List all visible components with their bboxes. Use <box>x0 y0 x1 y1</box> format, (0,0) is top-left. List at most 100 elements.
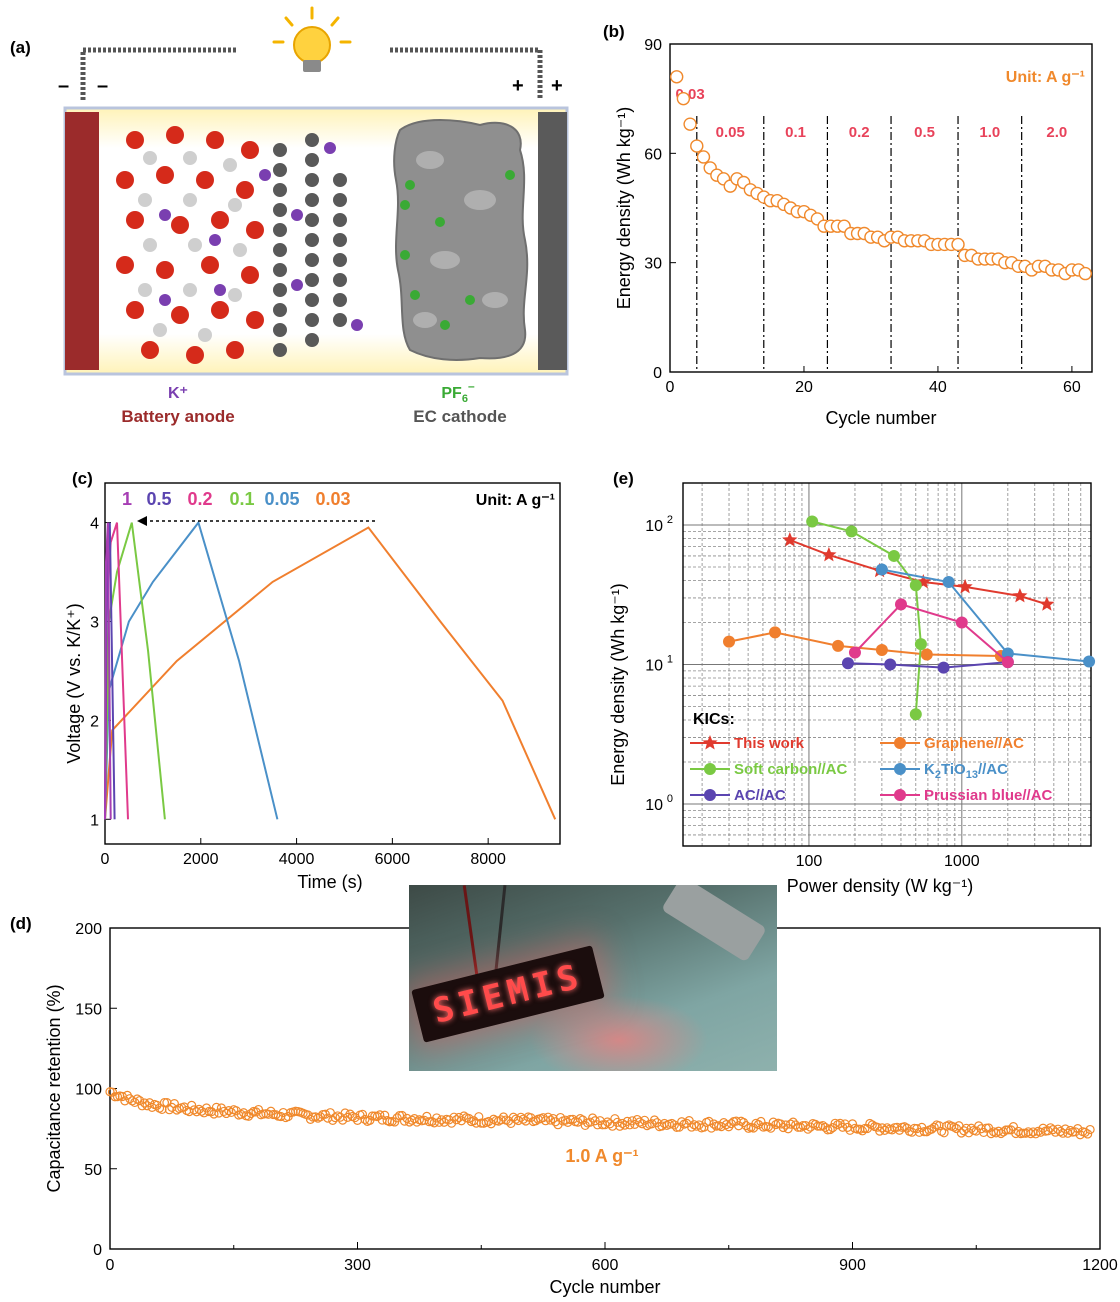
data-point <box>669 70 684 84</box>
x-axis-label: Time (s) <box>297 872 362 892</box>
data-point <box>221 1108 231 1119</box>
series-marker <box>875 563 888 576</box>
series-marker <box>887 549 900 562</box>
series-marker <box>1001 656 1014 669</box>
data-point <box>1073 1123 1083 1134</box>
series-marker <box>769 626 782 639</box>
pf6-ions <box>400 170 515 330</box>
legend-label: This work <box>734 735 805 752</box>
x-tick-label: 40 <box>929 379 947 396</box>
x-tick-label: 0 <box>101 851 110 868</box>
y-tick-label: 1 <box>90 812 99 829</box>
series-marker <box>937 661 950 674</box>
x-tick-label: 0 <box>666 379 675 396</box>
x-tick-label: 0 <box>106 1257 115 1274</box>
data-point <box>340 1108 350 1118</box>
data-point <box>211 1102 222 1112</box>
x-tick-label: 300 <box>344 1257 371 1274</box>
cathode-terminal-sign-2: + <box>551 75 563 97</box>
data-point <box>615 1121 625 1131</box>
data-point <box>635 1117 645 1127</box>
anode-lattice <box>116 126 264 364</box>
y-tick-label: 200 <box>75 921 102 938</box>
data-point <box>899 1122 910 1132</box>
data-point <box>683 117 697 131</box>
data-point <box>132 1094 142 1104</box>
series-line <box>847 661 1008 669</box>
data-point <box>1083 1129 1093 1139</box>
legend-marker <box>894 763 906 775</box>
x-tick-label: 20 <box>795 379 813 396</box>
series-marker <box>914 638 927 651</box>
unit-note: Unit: A g⁻¹ <box>1006 69 1085 86</box>
series-marker <box>909 708 922 721</box>
data-point <box>451 1115 462 1125</box>
x-tick-label: 8000 <box>470 851 506 868</box>
series-star-marker <box>957 578 973 594</box>
data-point <box>860 1123 870 1134</box>
rate-label: 2.0 <box>1046 124 1067 141</box>
series-marker <box>909 579 922 592</box>
data-point <box>1013 1126 1023 1137</box>
y-tick-label: 60 <box>644 146 662 163</box>
series-marker <box>806 515 819 528</box>
series-line-0.03 <box>104 526 557 820</box>
rate-label: 1.0 <box>979 124 1000 141</box>
data-point <box>429 1118 439 1128</box>
porous-carbon-cathode <box>393 119 529 361</box>
data-point <box>922 1127 932 1137</box>
legend-marker <box>704 789 716 801</box>
series-star-marker <box>821 546 837 562</box>
series-marker <box>841 657 854 670</box>
k-ion-label: K⁺ <box>168 385 188 402</box>
y-tick-label: 30 <box>644 256 662 273</box>
y-axis-label: Energy density (Wh kg⁻¹) <box>608 583 628 786</box>
data-point <box>929 1122 939 1132</box>
rate-label: 0.05 <box>716 124 745 141</box>
energy-density-vs-cycle-chart: 0 20 40 60 0 30 60 90 Cycle number Energy density… <box>614 37 1093 428</box>
data-point <box>783 1124 793 1134</box>
data-point <box>951 237 965 252</box>
rate-annotation: 1.0 A g⁻¹ <box>565 1146 638 1166</box>
x-tick-label: 1000 <box>944 853 980 870</box>
data-point <box>1031 1129 1041 1139</box>
cycling-stability-chart: 0 300 600 900 1200 0 50 100 150 200 Cycle number Ca… <box>44 921 1118 1297</box>
data-point <box>135 1095 145 1106</box>
legend-label: Graphene//AC <box>924 735 1024 752</box>
cathode-label: EC cathode <box>413 407 507 426</box>
y-tick-label: 10 <box>645 518 663 535</box>
anode-label: Battery anode <box>121 407 234 426</box>
y-tick-label: 10 <box>645 797 663 814</box>
data-point <box>360 1114 370 1125</box>
x-tick-label: 4000 <box>279 851 315 868</box>
legend-title: KICs: <box>693 711 735 728</box>
series-label: 0.5 <box>146 489 171 509</box>
data-point <box>244 1111 254 1121</box>
led-demo-photo: SIEMIS <box>409 885 777 1071</box>
y-tick-label: 50 <box>84 1162 102 1179</box>
data-point <box>1078 266 1093 281</box>
x-axis-label: Power density (W kg⁻¹) <box>787 876 974 896</box>
panel-label-c: (c) <box>72 469 93 488</box>
series-marker <box>920 648 933 661</box>
data-point <box>459 1111 469 1121</box>
unit-note: Unit: A g⁻¹ <box>476 492 555 509</box>
alligator-clip <box>660 885 768 963</box>
data-point <box>1003 1125 1014 1135</box>
data-point <box>1080 1127 1090 1137</box>
data-point <box>545 1115 556 1125</box>
series-line-0.05 <box>104 520 279 820</box>
series-line <box>728 631 1001 657</box>
y-tick-label: 150 <box>75 1001 102 1018</box>
anode-current-collector <box>65 112 99 370</box>
panel-label-d: (d) <box>10 914 32 933</box>
series-line-1 <box>104 522 112 820</box>
y-axis-label: Capacitance retention (%) <box>44 984 64 1192</box>
data-point <box>778 1122 788 1133</box>
arrow-head <box>137 516 147 526</box>
wire-left <box>80 47 236 100</box>
graphite-layers <box>273 133 347 357</box>
x-tick-label: 100 <box>796 853 823 870</box>
data-point <box>689 1120 699 1130</box>
x-tick-label: 60 <box>1063 379 1081 396</box>
